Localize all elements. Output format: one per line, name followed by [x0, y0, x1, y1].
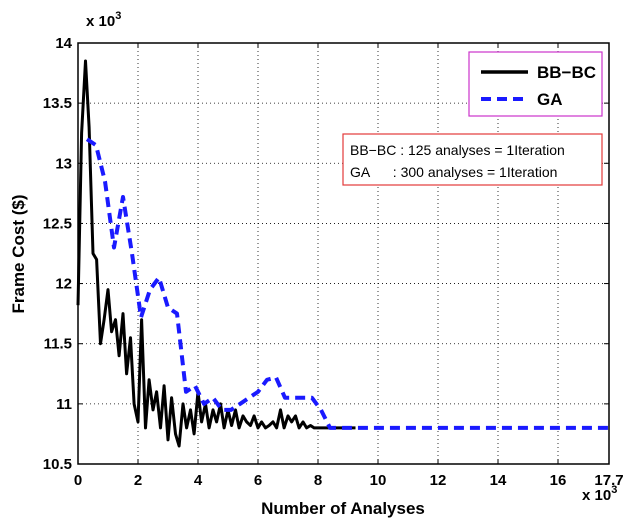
y-tick-label: 11.5 — [44, 336, 72, 353]
x-tick-label: 6 — [254, 472, 262, 489]
y-tick-label: 11 — [56, 396, 72, 413]
annotation-box: BB−BC : 125 analyses = 1Iteration GA : 3… — [343, 134, 602, 185]
x-tick-label: 14 — [490, 472, 507, 489]
x-tick-label: 2 — [134, 472, 142, 489]
annotation-line-1: BB−BC : 125 analyses = 1Iteration — [350, 142, 565, 158]
y-axis-label: Frame Cost ($) — [9, 194, 28, 313]
x-tick-label: 0 — [74, 472, 82, 489]
legend-label-ga: GA — [537, 90, 563, 109]
y-tick-label: 13.5 — [43, 95, 72, 112]
x-tick-label: 16 — [550, 472, 567, 489]
legend-box — [469, 52, 602, 116]
legend: BB−BC GA — [469, 52, 602, 116]
x-axis-label: Number of Analyses — [261, 499, 425, 518]
y-tick-label: 12 — [55, 276, 72, 293]
x-tick-label: 8 — [314, 472, 322, 489]
y-tick-label: 12.5 — [43, 215, 72, 232]
legend-label-bbbc: BB−BC — [537, 63, 596, 82]
x-tick-label: 10 — [370, 472, 387, 489]
annotation-line-2: GA : 300 analyses = 1Iteration — [350, 164, 557, 180]
y-tick-label: 14 — [55, 35, 72, 52]
x-tick-label: 12 — [430, 472, 447, 489]
x-tick-label: 4 — [194, 472, 203, 489]
y-tick-label: 13 — [55, 155, 72, 172]
y-tick-label: 10.5 — [43, 456, 72, 473]
